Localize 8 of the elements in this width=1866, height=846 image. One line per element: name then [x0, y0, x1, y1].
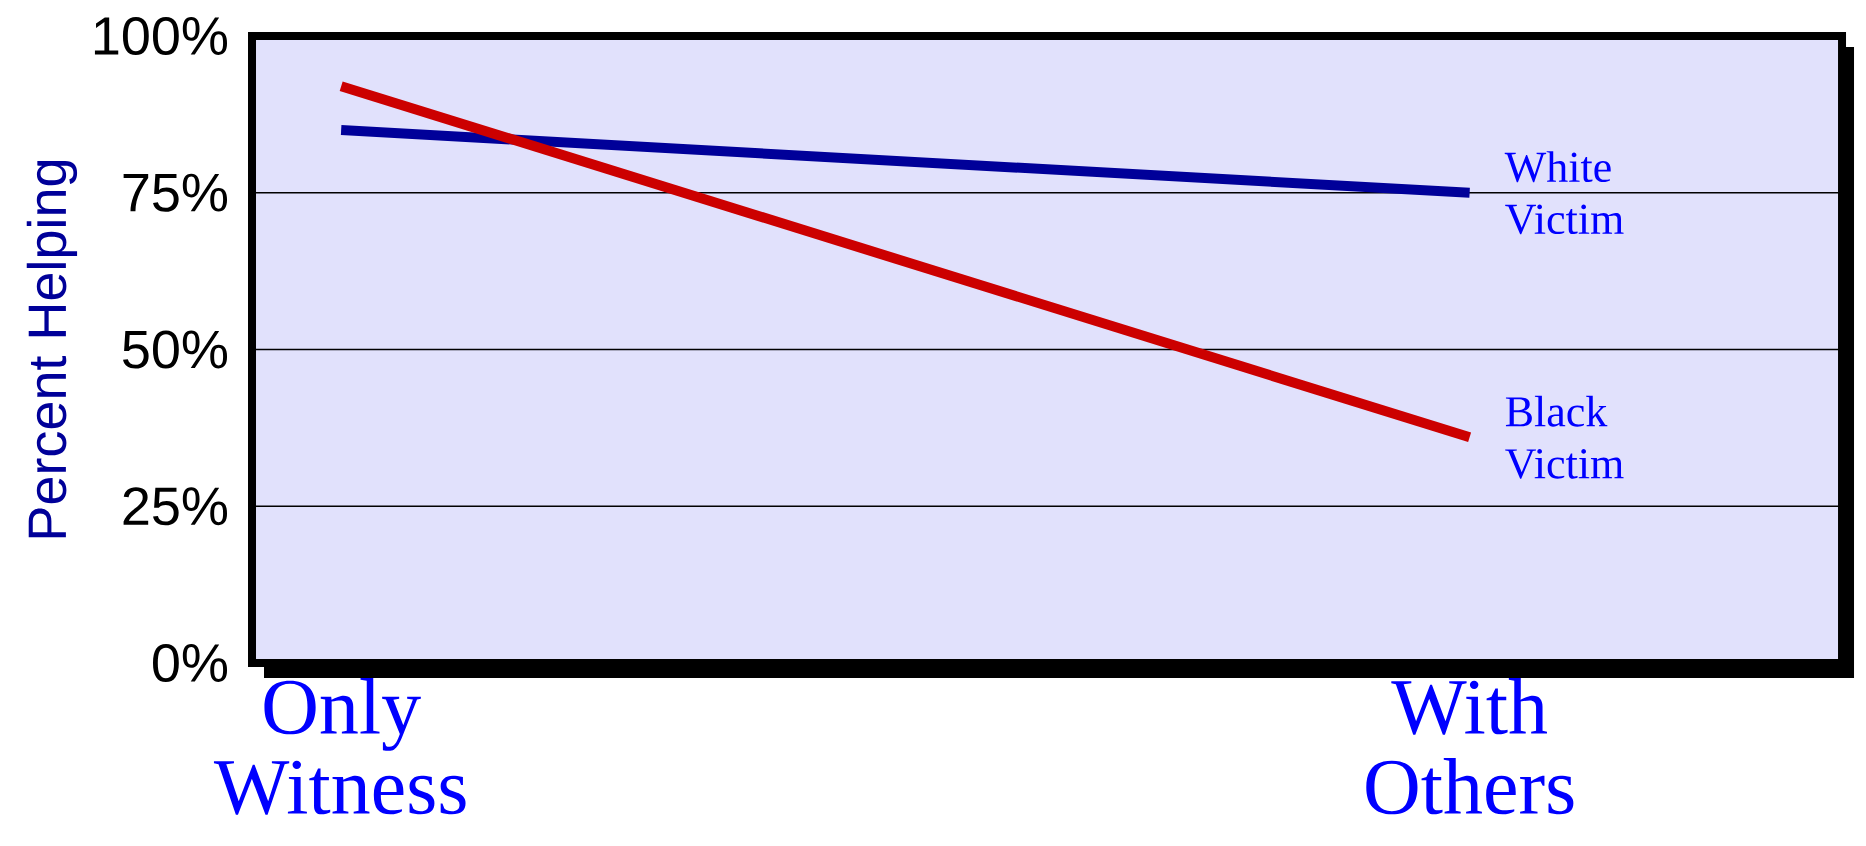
- y-tick-label: 50%: [123, 330, 228, 369]
- x-tick-label: With Others: [1366, 678, 1574, 815]
- y-axis-title: Percent Helping: [26, 160, 78, 538]
- y-tick-label: 100%: [94, 16, 228, 56]
- series-label: White Victim: [1504, 151, 1624, 235]
- y-tick-label: 75%: [123, 173, 228, 212]
- series-label: Black Victim: [1505, 395, 1624, 479]
- y-tick-label: 25%: [123, 487, 228, 526]
